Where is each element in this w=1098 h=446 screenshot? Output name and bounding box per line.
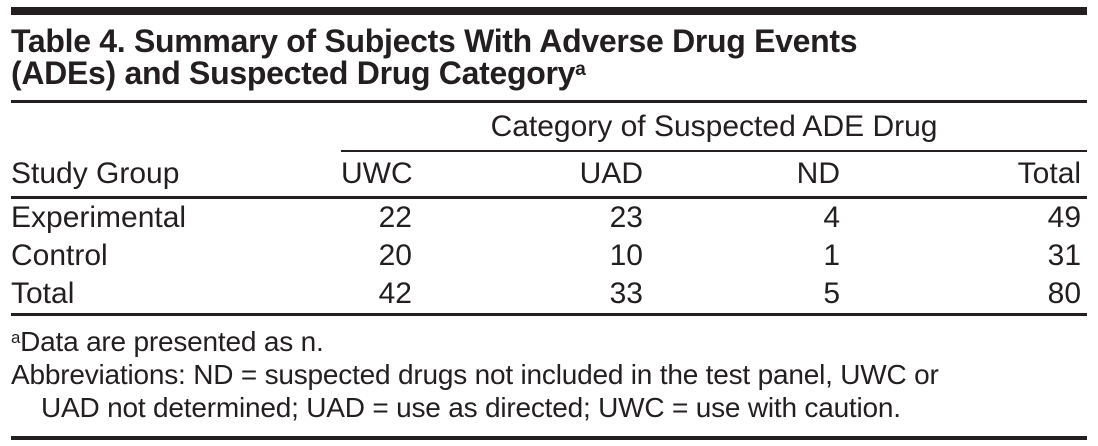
table-title-line2: (ADEs) and Suspected Drug Categorya [11, 57, 1087, 89]
footnote-abbreviations-line2: UAD not determined; UAD = use as directe… [41, 392, 901, 423]
spanner-row: Category of Suspected ADE Drug [11, 103, 1088, 152]
column-header-uad: UAD [412, 151, 643, 199]
title-divider-rule [11, 100, 1087, 103]
column-header-total: Total [840, 151, 1088, 199]
data-cell-nd: 5 [823, 277, 840, 310]
row-label: Total [11, 277, 75, 310]
table-row-total: Total 42 33 5 80 [11, 275, 1087, 313]
title-superscript-a: a [575, 59, 586, 81]
row-label: Control [11, 239, 108, 272]
table-title-line2-text: (ADEs) and Suspected Drug Category [11, 55, 576, 91]
data-cell-nd: 1 [823, 239, 840, 272]
column-spanner-label: Category of Suspected ADE Drug [341, 103, 1088, 152]
table-title: Table 4. Summary of Subjects With Advers… [11, 25, 1087, 89]
ade-summary-table: Category of Suspected ADE Drug Study Gro… [11, 103, 1088, 313]
table-row-experimental: Experimental 22 23 4 49 [11, 198, 1087, 238]
footnote-a-text: Data are presented as n. [20, 326, 324, 357]
top-rule-bar [11, 7, 1087, 15]
data-cell-uad: 10 [609, 239, 643, 272]
footnote-a-superscript: a [11, 328, 21, 348]
data-cell-uwc: 42 [378, 277, 412, 310]
row-label: Experimental [11, 201, 187, 234]
column-header-nd: ND [643, 151, 840, 199]
data-cell-total: 80 [1047, 277, 1082, 310]
data-cell-total: 31 [1047, 239, 1082, 272]
data-cell-total: 49 [1047, 201, 1082, 234]
figure-content: Table 4. Summary of Subjects With Advers… [11, 7, 1088, 440]
table-row-control: Control 20 10 1 31 [11, 237, 1087, 275]
column-header-uwc: UWC [341, 151, 413, 199]
footnotes: aData are presented as n. Abbreviations:… [11, 313, 1087, 424]
footnote-a: aData are presented as n. [11, 325, 1087, 358]
data-cell-uad: 23 [609, 201, 643, 234]
table-title-line1: Table 4. Summary of Subjects With Advers… [11, 23, 858, 59]
data-cell-uwc: 22 [378, 201, 412, 234]
spanner-stub-cell [11, 103, 341, 151]
footnote-abbreviations-line1: Abbreviations: ND = suspected drugs not … [11, 359, 939, 390]
data-cell-uad: 33 [609, 277, 643, 310]
column-header-study-group: Study Group [11, 151, 341, 199]
data-cell-uwc: 20 [378, 239, 412, 272]
data-cell-nd: 4 [823, 201, 840, 234]
bottom-rule [11, 436, 1087, 440]
header-row: Study Group UWC UAD ND Total [11, 151, 1088, 199]
